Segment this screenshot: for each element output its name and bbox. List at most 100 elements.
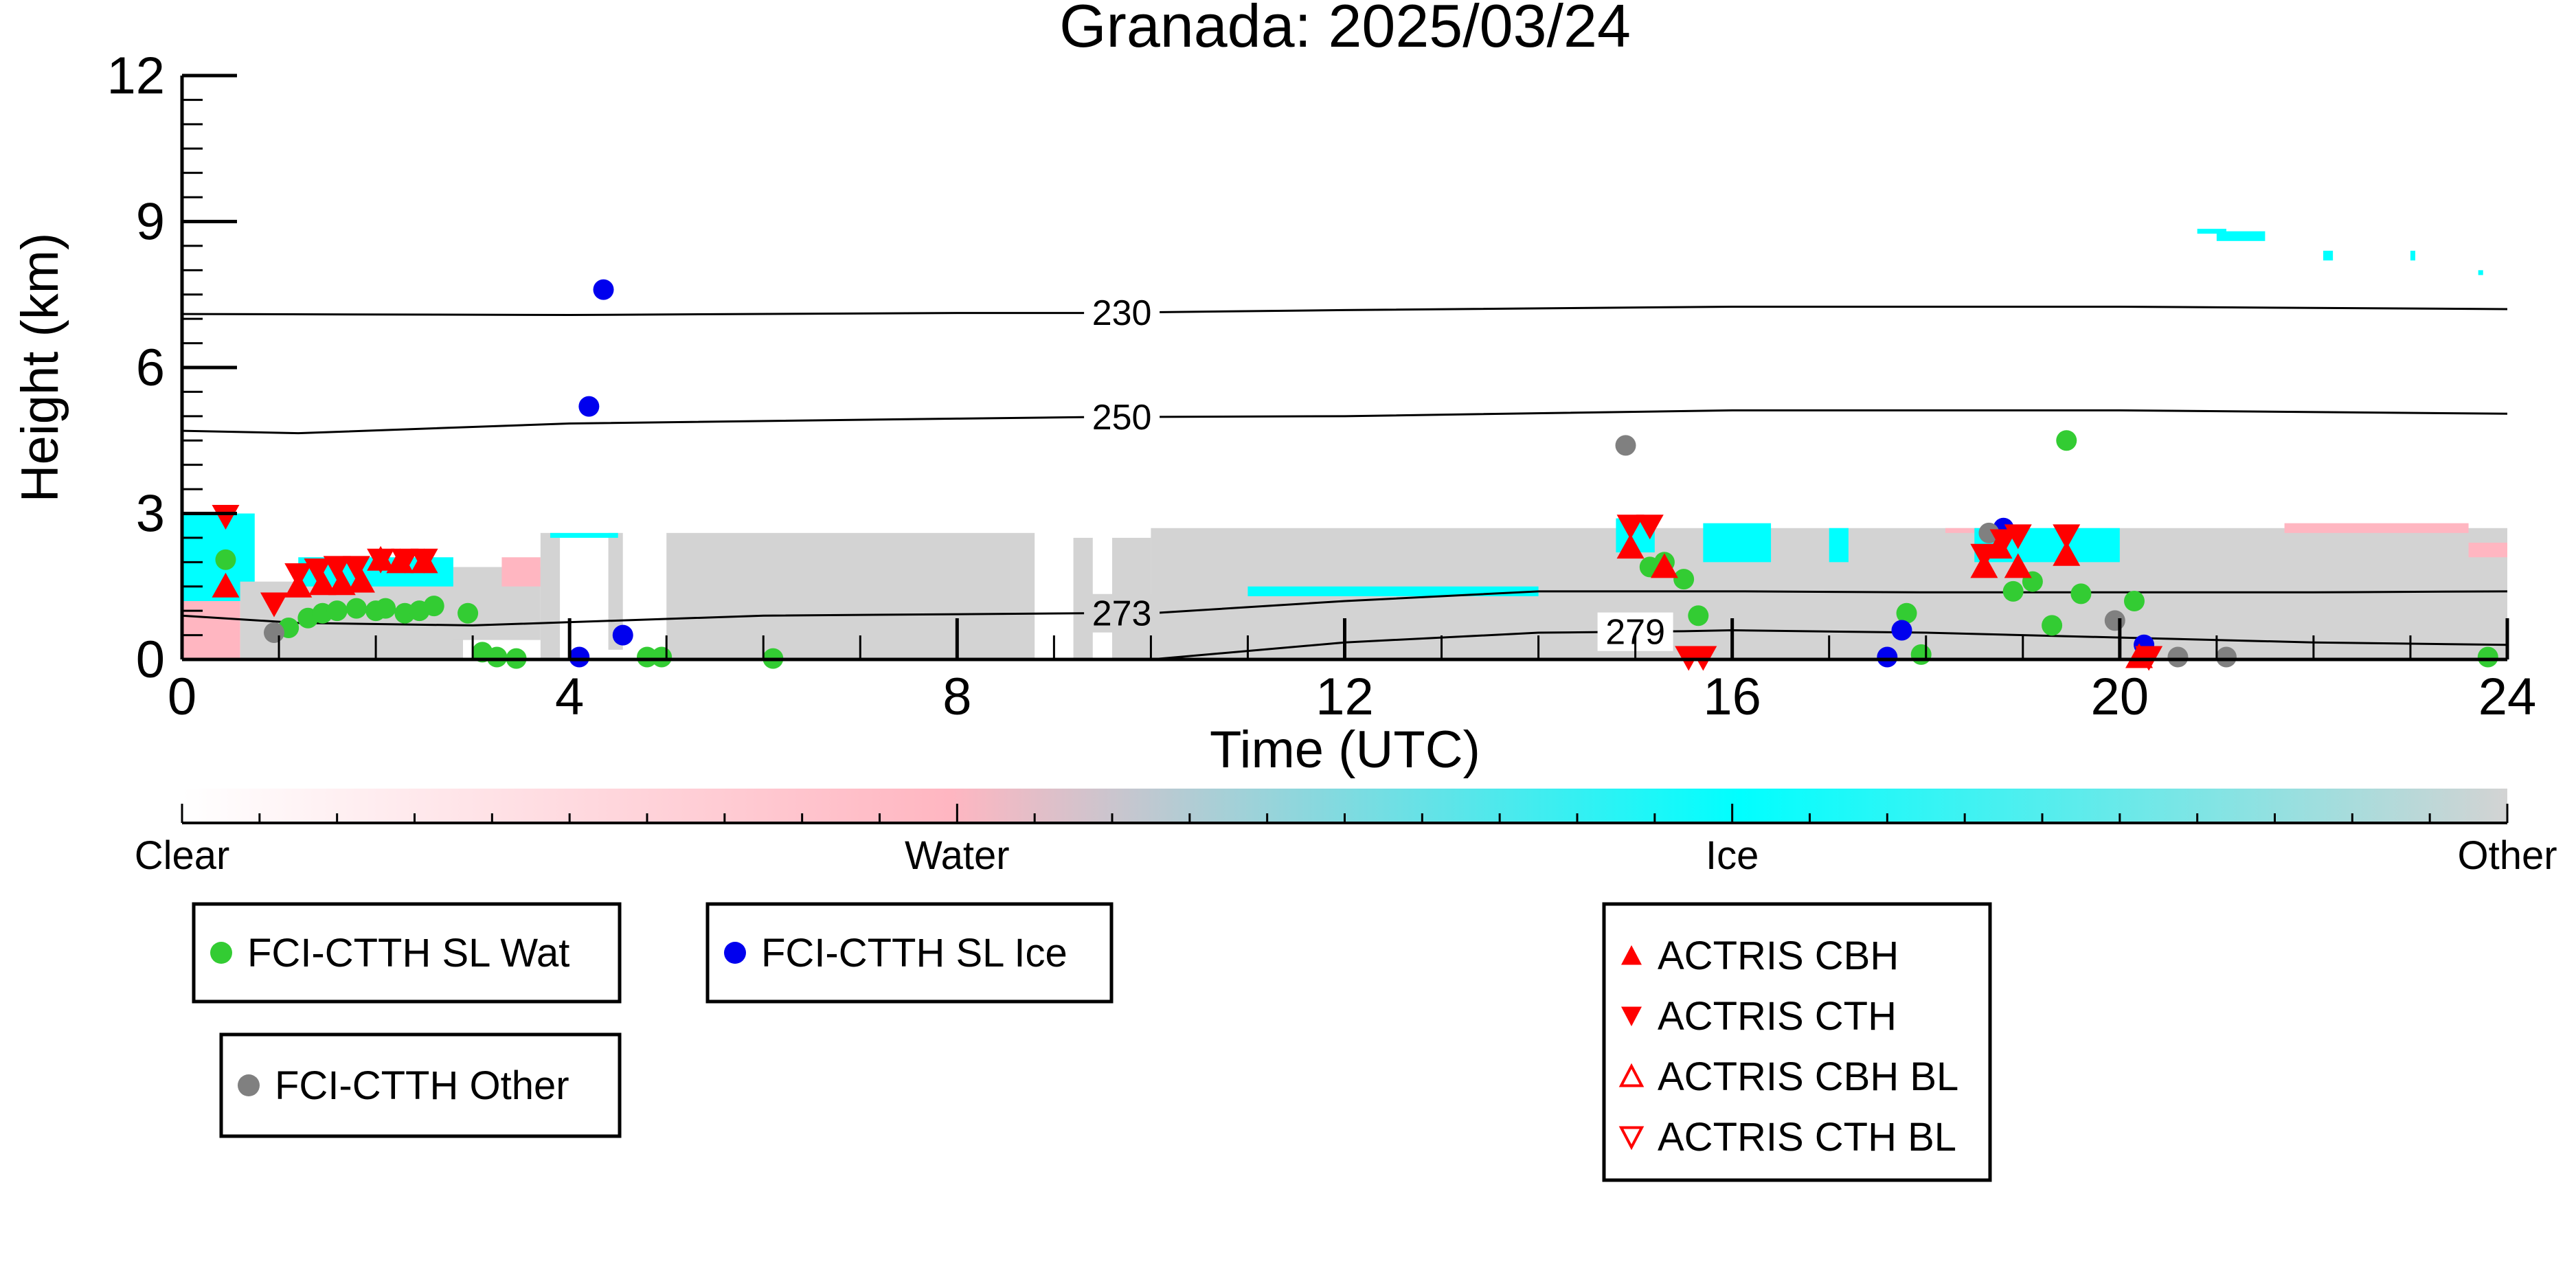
isotherm-line [181,409,2508,435]
legend-group: FCI-CTTH SL Wat FCI-CTTH SL Ice FCI-CTTH O… [192,902,1992,1182]
actris-cth-point [2053,524,2081,550]
curtain-block [550,532,618,538]
curtain-block [2468,543,2507,558]
x-tick-label: 0 [168,668,196,726]
fci-ctth-other-legend-marker [238,1074,260,1096]
curtain-ice-speck [2216,231,2266,241]
x-tick-label: 8 [942,668,971,726]
fci-ctth-sl-wat-point [1688,605,1709,626]
x-axis-label: Time (UTC) [1210,721,1480,779]
fci-ctth-sl-wat-point [2056,430,2077,451]
fci-ctth-sl-ice-point [1891,620,1912,641]
curtain-block [1945,528,1985,533]
fci-ctth-sl-wat-point [1896,602,1917,624]
legend-label: ACTRIS CTH BL [1658,1115,1956,1160]
curtain-block [2284,523,2469,533]
x-tick-label: 20 [2091,668,2149,726]
plot-axes: 0 3 6 9 12 0 4 8 12 16 20 24 [106,47,2536,726]
y-tick-label: 0 [136,631,165,689]
actris-cth-legend-marker [1621,1006,1642,1026]
fci-ctth-sl-wat-point [2002,580,2024,602]
actris-cbh-point [308,570,337,596]
isotherm-line [181,305,2508,317]
fci-ctth-sl-wat-point [2042,615,2063,636]
fci-ctth-sl-wat-point [651,646,673,668]
fci-ctth-sl-wat-point [2070,583,2092,605]
curtain-ice-speck [2478,270,2483,275]
legend-label: FCI-CTTH SL Wat [247,931,569,975]
actris-cth-point [323,556,351,581]
y-tick-label: 9 [136,193,165,251]
curtain-block [540,532,561,659]
x-tick-label: 16 [1703,668,1761,726]
chart-title: Granada: 2025/03/24 [1059,0,1631,60]
fci-ctth-sl-wat-point [486,646,508,668]
curtain-block [1703,523,1772,563]
isotherm-label: 273 [1092,594,1152,634]
colorbar-label: Water [905,833,1010,878]
curtain-ice-speck [2323,251,2334,261]
x-tick-label: 12 [1315,668,1374,726]
fci-ctth-sl-wat-point [423,596,444,617]
actris-cth-point [1989,529,2018,554]
legend-box [192,902,622,1004]
isotherm-label-bg [1084,594,1160,633]
actris-cth-point [2004,524,2032,550]
colorbar-label: Clear [135,833,230,878]
y-tick-label: 6 [136,339,165,397]
cloud-phase-curtain [182,229,2507,659]
actris-cbh-point [1616,534,1645,559]
y-tick-label: 3 [136,485,165,543]
actris-cth-point [260,592,288,618]
actris-cbh-point [212,572,240,598]
fci-ctth-sl-ice-point [578,396,600,417]
actris-cth-point [391,548,419,574]
actris-cth-point [284,563,313,589]
actris-cth-point [1636,515,1664,540]
fci-ctth-other-point [263,622,284,644]
isotherm-label-bg [1084,398,1160,437]
actris-cth-point [1616,515,1645,540]
fci-ctth-sl-ice-point [593,279,614,300]
fci-ctth-other-point [1978,522,2000,543]
legend-label: ACTRIS CBH [1658,934,1899,978]
fci-ctth-sl-wat-point [637,646,657,668]
fci-ctth-other-point [2104,610,2125,631]
y-tick-label: 12 [106,47,165,105]
actris-cth-point [342,556,370,581]
legend-label: FCI-CTTH SL Ice [761,931,1067,975]
colorbar-label: Other [2457,833,2557,878]
fci-ctth-sl-wat-point [2123,591,2145,611]
legend-box [1602,902,1992,1182]
actris-cbh-legend-marker [1621,945,1642,965]
fci-ctth-sl-wat-point [346,598,367,619]
curtain-block [666,532,1035,659]
phase-colorbar: Clear Water Ice Other [135,789,2557,878]
fci-ctth-other-point [2167,646,2189,668]
actris-cbh-point [1650,553,1678,578]
fci-ctth-sl-wat-point [326,600,348,622]
actris-cbh-point [2053,541,2081,566]
isotherm-label-bg [1084,293,1160,332]
fci-ctth-sl-ice-point [1877,646,1898,668]
fci-ctth-other-point [1615,435,1636,456]
x-tick-label: 4 [555,668,584,726]
fci-ctth-other-point [2215,646,2237,668]
legend-box [219,1032,622,1138]
fci-ctth-sl-wat-point [1673,569,1695,590]
actris-cbh-point [2004,553,2032,578]
actris-cbh-point [328,570,356,596]
fci-ctth-sl-wat-point [457,602,479,624]
curtain-block [1247,586,1539,596]
colorbar-label: Ice [1706,833,1759,878]
isotherm-line [181,590,2508,626]
x-tick-label: 24 [2478,668,2537,726]
fci-ctth-sl-wat-point [375,598,396,619]
actris-cth-point [367,548,395,574]
actris-cth-bl-legend-marker [1618,1126,1645,1151]
curtain-block [501,557,541,587]
fci-ctth-sl-ice-point [569,646,590,668]
curtain-block [1829,528,1849,563]
fci-ctth-sl-wat-legend-marker [210,942,232,964]
